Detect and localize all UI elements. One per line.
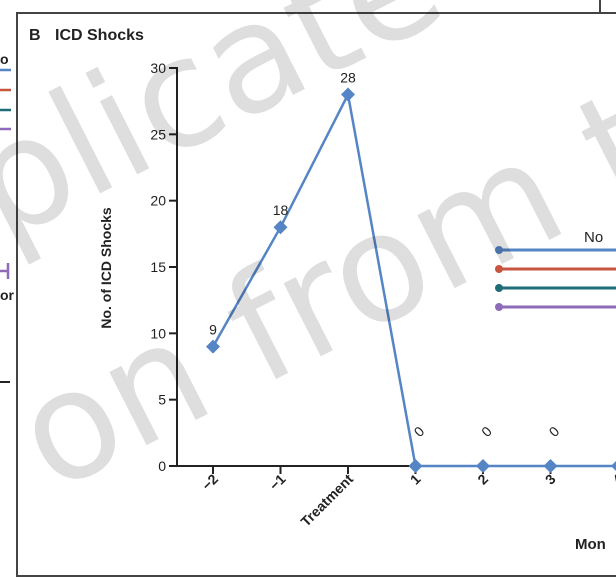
- x-tick-label: 4: [609, 471, 616, 488]
- chart-title: ICD Shocks: [55, 27, 144, 44]
- y-axis-label: No. of ICD Shocks: [98, 207, 114, 329]
- inner-legend-marker-blue: [495, 246, 503, 254]
- panel-letter: B: [29, 27, 41, 44]
- y-tick-label: 30: [150, 60, 166, 76]
- inner-legend-label: No: [584, 229, 603, 246]
- x-tick-label: −1: [266, 471, 289, 494]
- y-tick-label: 10: [150, 325, 166, 341]
- data-label: 0: [546, 423, 563, 440]
- y-tick-label: 5: [158, 392, 166, 408]
- data-label: 28: [340, 70, 356, 86]
- inner-legend: No: [495, 229, 616, 311]
- x-axis-label: Mon: [575, 536, 606, 553]
- data-point: [408, 459, 423, 473]
- data-point: [341, 87, 355, 102]
- data-label: 0: [478, 423, 495, 440]
- y-tick-label: 15: [150, 259, 166, 275]
- left-legend-label: o: [0, 51, 9, 67]
- y-tick-label: 20: [150, 193, 166, 209]
- series-layer: 9 18 28 0 0 0 0: [206, 70, 616, 473]
- data-label: 9: [209, 322, 217, 338]
- data-label: 0: [613, 423, 616, 440]
- data-point: [206, 339, 220, 354]
- y-tick-label: 25: [150, 126, 166, 142]
- inner-legend-marker-purple: [495, 303, 503, 311]
- data-point: [543, 459, 558, 473]
- data-point: [273, 220, 288, 235]
- panel-frame: [16, 12, 616, 577]
- x-tick-label: Treatment: [297, 471, 356, 530]
- data-label: 0: [411, 423, 428, 440]
- data-label: 18: [273, 202, 289, 218]
- y-tick-label: 0: [158, 458, 166, 474]
- inner-legend-marker-red: [495, 265, 503, 273]
- data-point: [476, 459, 490, 473]
- inner-legend-marker-teal: [495, 284, 503, 292]
- data-point: [611, 461, 616, 471]
- series-line: [211, 90, 616, 468]
- x-tick-label: −2: [199, 471, 222, 494]
- left-side-label: or: [0, 287, 15, 303]
- left-panel-fragments: o or: [0, 51, 15, 383]
